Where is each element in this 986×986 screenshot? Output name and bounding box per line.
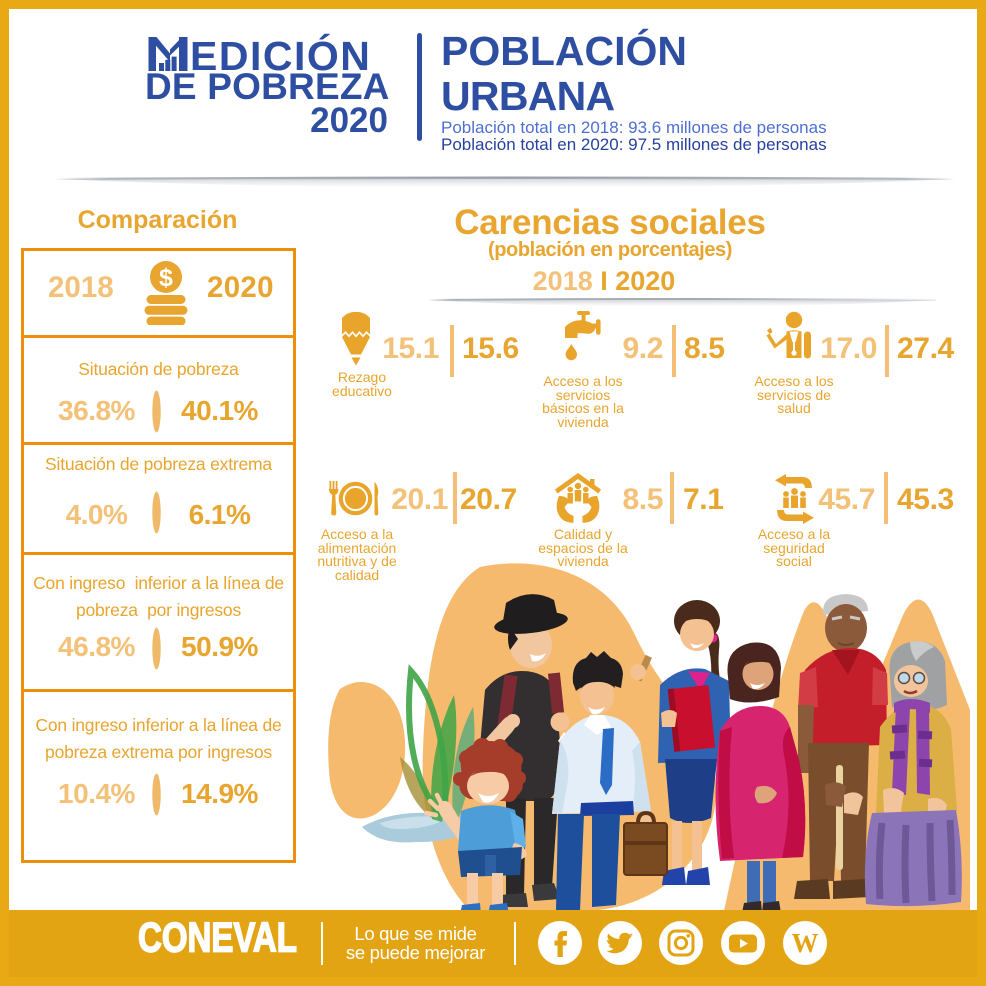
svg-text:W: W (792, 928, 819, 958)
svg-text:$: $ (159, 264, 173, 292)
